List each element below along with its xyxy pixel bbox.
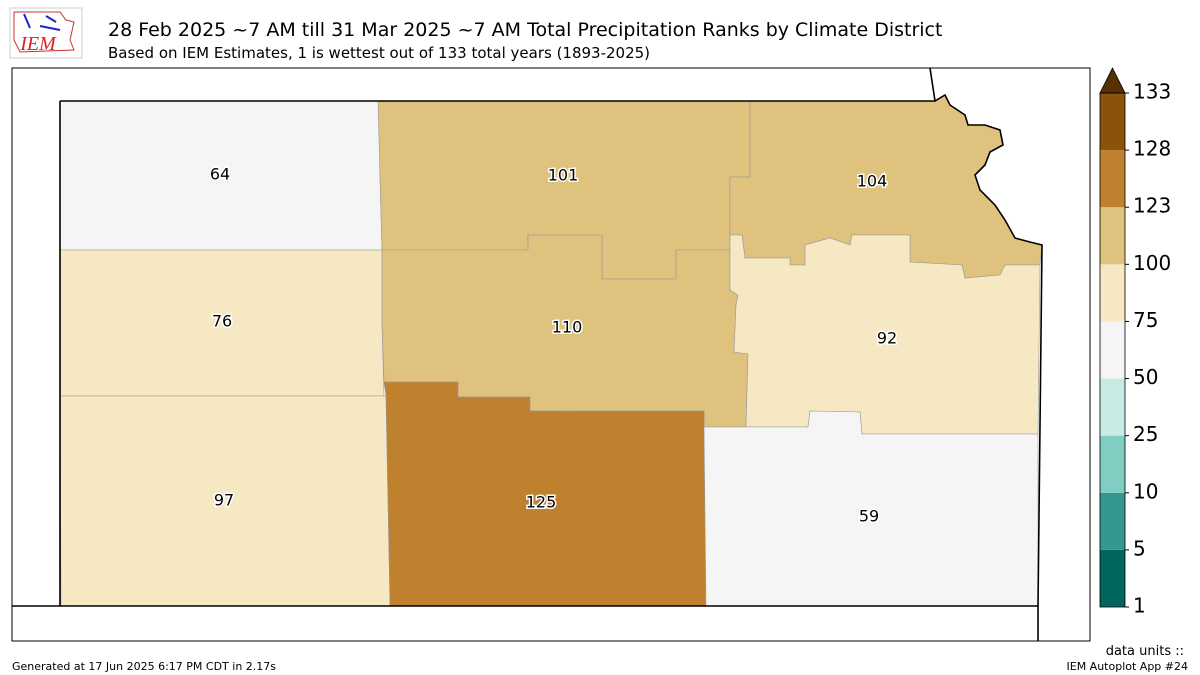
colorbar-segment xyxy=(1100,378,1125,436)
colorbar-tick-label: 128 xyxy=(1133,137,1171,161)
colorbar-tick-label: 133 xyxy=(1133,80,1171,104)
district-rank: 101 xyxy=(548,166,579,185)
colorbar-segment xyxy=(1100,207,1125,265)
colorbar-frame xyxy=(1099,92,1126,608)
colorbar-tick-label: 10 xyxy=(1133,479,1158,503)
subtitle: Based on IEM Estimates, 1 is wettest out… xyxy=(108,44,650,62)
colorbar-segment xyxy=(1100,264,1125,322)
district-rank: 76 xyxy=(212,312,232,331)
climate-district xyxy=(383,381,707,607)
colorbar-tick-label: 1 xyxy=(1133,594,1146,618)
colorbar-tick-label: 25 xyxy=(1133,422,1158,446)
district-rank: 97 xyxy=(214,491,234,510)
state-border xyxy=(12,67,1043,641)
logo-text: IEM xyxy=(19,33,57,55)
colorbar-segment xyxy=(1100,93,1125,151)
colorbar-extend xyxy=(1099,67,1126,94)
colorbar-segment xyxy=(1100,492,1125,550)
climate-district xyxy=(729,234,1041,435)
district-rank: 92 xyxy=(877,329,897,348)
footer-left: Generated at 17 Jun 2025 6:17 PM CDT in … xyxy=(12,660,276,673)
logo-outline xyxy=(13,11,75,53)
colorbar-segment xyxy=(1100,321,1125,379)
colorbar-segment xyxy=(1100,549,1125,607)
district-rank: 110 xyxy=(552,318,583,337)
colorbar-tick-label: 123 xyxy=(1133,194,1171,218)
logo-icon xyxy=(23,13,61,31)
units-label: data units :: xyxy=(1106,644,1184,659)
colorbar-tick-label: 75 xyxy=(1133,308,1158,332)
district-rank: 64 xyxy=(210,165,230,184)
colorbar-segment xyxy=(1100,435,1125,493)
district-rank: 59 xyxy=(859,507,879,526)
colorbar-segment xyxy=(1100,150,1125,208)
colorbar-tick-label: 100 xyxy=(1133,251,1171,275)
footer-right: IEM Autoplot App #24 xyxy=(1067,660,1189,673)
colorbar-tick-label: 5 xyxy=(1133,536,1146,560)
title: 28 Feb 2025 ~7 AM till 31 Mar 2025 ~7 AM… xyxy=(108,19,942,41)
district-rank: 104 xyxy=(857,172,888,191)
colorbar-tick-label: 50 xyxy=(1133,365,1158,389)
district-rank: 125 xyxy=(526,493,557,512)
